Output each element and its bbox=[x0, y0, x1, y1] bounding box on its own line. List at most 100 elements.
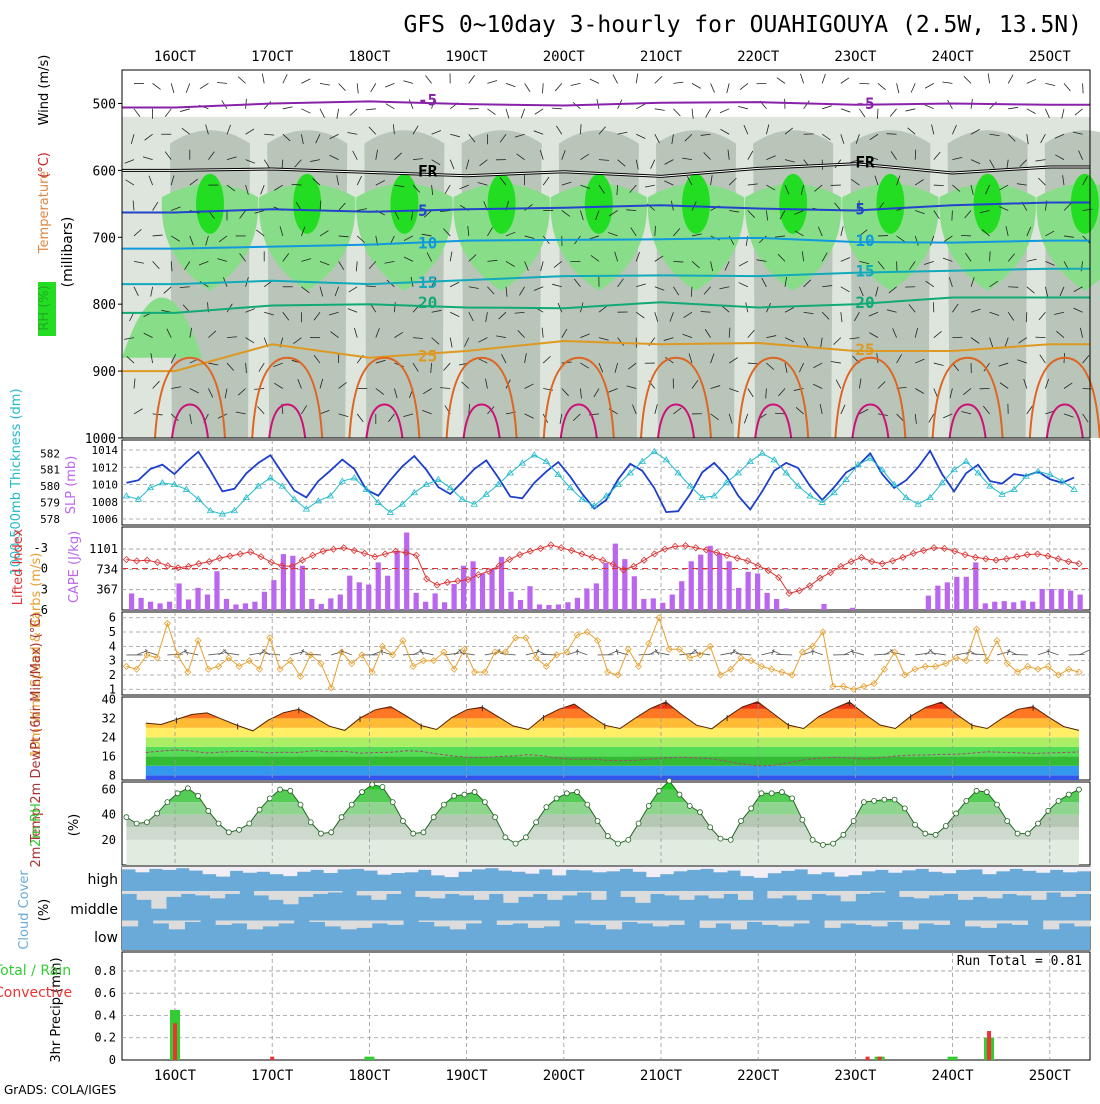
cloud-cell-low bbox=[793, 921, 809, 924]
cloud-cell-middle bbox=[269, 891, 284, 900]
rh2m-point bbox=[247, 821, 252, 826]
cape-bar bbox=[129, 593, 134, 610]
wind10m-point bbox=[123, 663, 129, 669]
cloud-cell-low bbox=[871, 921, 887, 927]
rh2m-point bbox=[667, 778, 672, 783]
cape-bar bbox=[850, 608, 855, 610]
cloud-cell-high bbox=[714, 867, 728, 872]
rh2m-point bbox=[319, 831, 324, 836]
cloud-cell-high bbox=[485, 867, 499, 868]
cloud-cell-low bbox=[1012, 921, 1028, 925]
cape-bar bbox=[821, 604, 826, 610]
contour-label-FR: FR bbox=[418, 161, 438, 180]
rh2m-point bbox=[554, 796, 559, 801]
top-x-tick-label: 21OCT bbox=[640, 49, 683, 65]
temp-color-band bbox=[122, 747, 1090, 756]
cloud-cell-middle bbox=[1031, 891, 1046, 900]
cloud-cell-high bbox=[902, 867, 916, 870]
cape-bar bbox=[480, 573, 485, 610]
cloud-cell-high bbox=[310, 867, 324, 870]
cloud-cell-low bbox=[762, 921, 778, 925]
wind-barb bbox=[859, 83, 869, 84]
cloud-cell-middle bbox=[738, 891, 753, 900]
contour-label-25: 25 bbox=[855, 340, 874, 359]
bottom-x-tick-label: 25OCT bbox=[1029, 1068, 1072, 1084]
thickness-tick-label: 581 bbox=[40, 464, 60, 477]
cape-bar bbox=[442, 602, 447, 610]
cloud-cell-low bbox=[778, 921, 794, 927]
cloud-cell-high bbox=[243, 867, 257, 873]
cloud-cell-low bbox=[668, 921, 684, 925]
cloud-cell-middle bbox=[371, 891, 386, 900]
rh2m-point bbox=[882, 797, 887, 802]
rh2m-point bbox=[1076, 787, 1081, 792]
cape-bar bbox=[461, 566, 466, 610]
li-ylabel: Lifted Index bbox=[11, 528, 26, 605]
rh2m-point bbox=[605, 834, 610, 839]
rh2m-point bbox=[493, 815, 498, 820]
rh2m-point bbox=[984, 790, 989, 795]
rh2m-point bbox=[861, 800, 866, 805]
precip-convective-bar bbox=[987, 1031, 991, 1060]
cloud-cell-high bbox=[579, 867, 593, 870]
bottom-x-tick-label: 17OCT bbox=[251, 1068, 294, 1084]
cloud-cell-low bbox=[637, 921, 653, 924]
cloud-cell-low bbox=[184, 921, 200, 922]
cloud-cell-middle bbox=[929, 891, 944, 895]
rh2m-point bbox=[738, 818, 743, 823]
cape-bar bbox=[1011, 602, 1016, 610]
cape-bar bbox=[945, 582, 950, 610]
wind10m-barb bbox=[403, 654, 419, 655]
top-x-tick-label: 19OCT bbox=[446, 49, 489, 65]
cloud-cell-high bbox=[754, 867, 768, 878]
cloud-cell-low bbox=[325, 921, 341, 927]
cape-tick-label: 1101 bbox=[89, 542, 118, 556]
cape-bar bbox=[964, 577, 969, 610]
cloud-cell-low bbox=[1059, 921, 1075, 924]
upper-air-ylabel-part: RH (%) bbox=[37, 285, 52, 330]
cloud-cell-middle bbox=[547, 891, 562, 900]
rh2m-point bbox=[831, 841, 836, 846]
cape-bar bbox=[233, 604, 238, 610]
cloud-cell-middle bbox=[826, 891, 841, 895]
rh2m-point bbox=[759, 791, 764, 796]
rh2m-point bbox=[595, 818, 600, 823]
rh2m-point bbox=[1066, 792, 1071, 797]
cloud-cell-middle bbox=[195, 891, 210, 895]
upper-air-y-tick: 600 bbox=[93, 164, 116, 179]
rh2m-point bbox=[359, 790, 364, 795]
cloud-cell-high bbox=[566, 867, 580, 870]
rh2m-point bbox=[206, 808, 211, 813]
cloud-cell-high bbox=[673, 867, 687, 871]
cloud-cell-middle bbox=[591, 891, 606, 900]
wind10m-barb bbox=[655, 652, 669, 655]
cape-bar bbox=[186, 599, 191, 610]
contour-label-FR: FR bbox=[855, 153, 875, 172]
cloud-cell-high bbox=[781, 867, 795, 871]
cape-bar bbox=[271, 580, 276, 610]
cloud-cell-middle bbox=[811, 891, 826, 894]
rh2m-point bbox=[534, 820, 539, 825]
cape-bar bbox=[774, 599, 779, 610]
cloud-cell-low bbox=[387, 921, 403, 925]
contour-label-25: 25 bbox=[418, 347, 437, 366]
cloud-cell-middle bbox=[577, 891, 592, 892]
rh2m-point bbox=[769, 791, 774, 796]
cloud-cell-middle bbox=[327, 891, 342, 892]
rh2m-point bbox=[687, 803, 692, 808]
cloud-cell-high bbox=[297, 867, 311, 872]
cloud-cell-high bbox=[472, 867, 486, 869]
top-x-tick-label: 25OCT bbox=[1029, 49, 1072, 65]
cape-bar bbox=[508, 592, 513, 610]
temp-color-band bbox=[122, 737, 1090, 746]
cape-bar bbox=[138, 598, 143, 610]
cape-bar bbox=[167, 602, 172, 610]
cloud-cell-high bbox=[445, 867, 459, 877]
rh2m-point bbox=[974, 788, 979, 793]
temp-tick-label: 8 bbox=[109, 768, 116, 782]
rh2m-point bbox=[872, 798, 877, 803]
wind-barb bbox=[1083, 83, 1084, 93]
rh2m-point bbox=[790, 796, 795, 801]
rh2m-point bbox=[339, 815, 344, 820]
cloud-cell-high bbox=[808, 867, 822, 874]
